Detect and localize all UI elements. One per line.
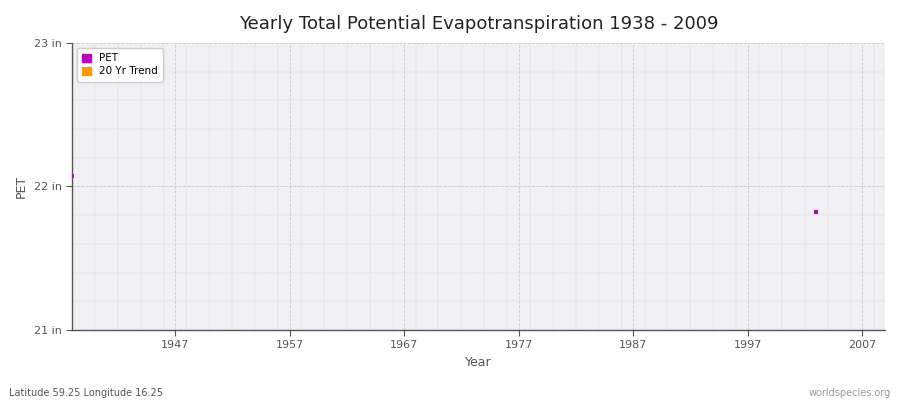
Text: Latitude 59.25 Longitude 16.25: Latitude 59.25 Longitude 16.25 — [9, 388, 163, 398]
Legend: PET, 20 Yr Trend: PET, 20 Yr Trend — [77, 48, 163, 82]
Point — [809, 209, 824, 216]
X-axis label: Year: Year — [465, 356, 491, 369]
Point — [65, 173, 79, 180]
Title: Yearly Total Potential Evapotranspiration 1938 - 2009: Yearly Total Potential Evapotranspiratio… — [238, 15, 718, 33]
Text: worldspecies.org: worldspecies.org — [809, 388, 891, 398]
Y-axis label: PET: PET — [15, 175, 28, 198]
